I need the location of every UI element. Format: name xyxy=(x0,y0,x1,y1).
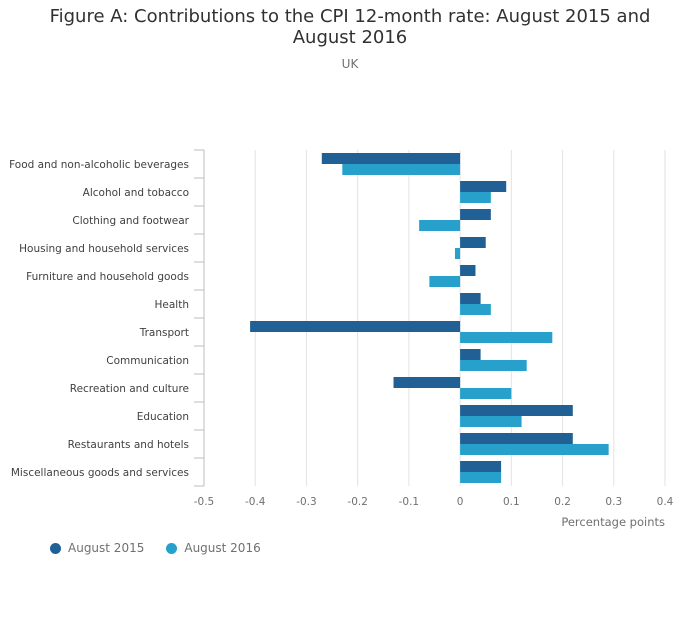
bar-series-2 xyxy=(460,304,491,315)
bar-series-1 xyxy=(460,265,476,276)
bar-series-2 xyxy=(460,360,527,371)
x-tick-label: -0.3 xyxy=(296,496,317,508)
bar-series-1 xyxy=(460,181,507,192)
bar-series-1 xyxy=(321,153,461,164)
legend-swatch-series-2 xyxy=(166,542,178,554)
bar-series-1 xyxy=(393,377,461,388)
category-label: Housing and household services xyxy=(19,243,189,255)
category-label: Health xyxy=(155,299,189,311)
chart-title: Figure A: Contributions to the CPI 12-mo… xyxy=(49,6,651,48)
legend-item-series-1[interactable]: August 2015 xyxy=(50,541,144,555)
category-label: Transport xyxy=(139,327,189,339)
bar-series-1 xyxy=(460,209,491,220)
x-tick-label: -0.1 xyxy=(399,496,420,508)
x-tick-label: -0.5 xyxy=(194,496,215,508)
x-tick-label: -0.2 xyxy=(347,496,368,508)
bar-series-2 xyxy=(460,444,609,455)
bar-series-1 xyxy=(460,293,481,304)
category-label: Clothing and footwear xyxy=(72,215,189,227)
x-tick-label: 0.4 xyxy=(657,496,674,508)
bar-series-2 xyxy=(460,332,553,343)
category-label: Food and non-alcoholic beverages xyxy=(9,159,189,171)
chart-subtitle: UK xyxy=(341,57,359,71)
x-tick-label: 0 xyxy=(457,496,464,508)
legend-label-series-1: August 2015 xyxy=(68,541,145,555)
bar-series-2 xyxy=(342,164,461,175)
bar-series-2 xyxy=(460,388,512,399)
x-axis-title: Percentage points xyxy=(561,515,665,529)
bar-series-1 xyxy=(250,321,461,332)
category-label: Education xyxy=(137,411,189,423)
bar-series-2 xyxy=(454,248,461,259)
legend-label-series-2: August 2016 xyxy=(184,541,261,555)
category-label: Restaurants and hotels xyxy=(68,439,189,451)
bar-series-1 xyxy=(460,461,502,472)
x-tick-label: -0.4 xyxy=(245,496,266,508)
bar-series-2 xyxy=(460,192,491,203)
category-label: Alcohol and tobacco xyxy=(83,187,189,199)
category-label: Recreation and culture xyxy=(70,383,189,395)
legend-item-series-2[interactable]: August 2016 xyxy=(166,541,261,555)
category-label: Communication xyxy=(106,355,189,367)
legend-swatch-series-1 xyxy=(50,542,61,554)
bar-series-1 xyxy=(460,433,573,444)
bar-series-1 xyxy=(460,405,573,416)
bar-series-1 xyxy=(460,237,486,248)
bar-series-2 xyxy=(460,416,522,427)
x-tick-label: 0.1 xyxy=(503,496,520,508)
bar-series-2 xyxy=(429,276,461,287)
bar-series-2 xyxy=(419,220,461,231)
x-tick-label: 0.2 xyxy=(554,496,571,508)
chart-legend: August 2015 August 2016 xyxy=(50,541,261,555)
x-tick-label: 0.3 xyxy=(605,496,622,508)
bar-series-1 xyxy=(460,349,481,360)
category-label: Miscellaneous goods and services xyxy=(11,467,189,479)
bar-series-2 xyxy=(460,472,502,483)
category-label: Furniture and household goods xyxy=(26,271,189,283)
